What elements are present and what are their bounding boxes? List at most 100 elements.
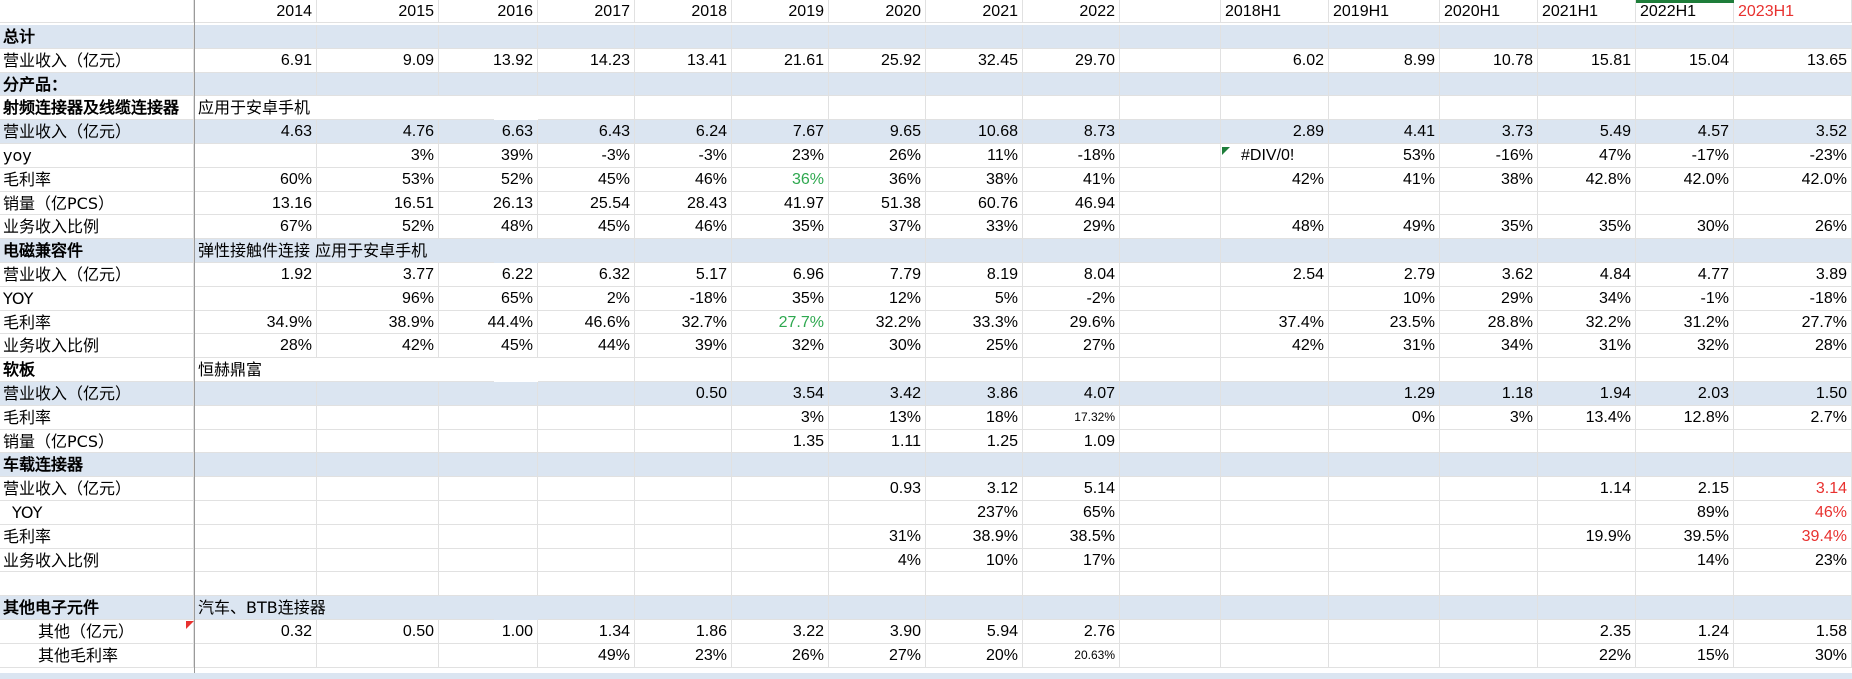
gap-cell[interactable] <box>1120 25 1221 49</box>
data-cell-2016[interactable]: 45% <box>439 334 538 359</box>
data-cell-2020H1[interactable]: 10.78 <box>1440 48 1538 73</box>
data-cell-2015[interactable] <box>317 524 439 549</box>
data-cell-2017[interactable]: 1.34 <box>538 620 635 644</box>
data-cell-2021H1[interactable] <box>1538 191 1636 216</box>
row-label-cell[interactable]: 总计 <box>0 25 194 49</box>
data-cell-2021[interactable] <box>926 358 1023 382</box>
data-cell-2022H1[interactable] <box>1636 25 1734 49</box>
data-cell-2019H1[interactable] <box>1329 524 1440 549</box>
data-cell-2018[interactable]: 28.43 <box>635 191 732 216</box>
data-cell-2018H1[interactable] <box>1221 596 1329 620</box>
data-cell-2017[interactable]: 2% <box>538 286 635 311</box>
data-cell-2015[interactable] <box>317 572 439 597</box>
data-cell-2018[interactable] <box>635 453 732 478</box>
row-label-cell[interactable]: 其他毛利率 <box>0 643 194 668</box>
row-label-cell[interactable]: 毛利率 <box>0 405 194 430</box>
data-cell-2021[interactable]: 60.76 <box>926 191 1023 216</box>
data-cell-2014[interactable]: 67% <box>194 215 317 240</box>
data-cell-2020[interactable] <box>829 96 926 121</box>
data-cell-2022H1[interactable]: -17% <box>1636 144 1734 168</box>
data-cell-2018[interactable] <box>635 239 732 263</box>
data-cell-2021[interactable]: 38% <box>926 167 1023 192</box>
data-cell-2019[interactable]: 35% <box>732 286 829 311</box>
data-cell-2014[interactable] <box>194 382 317 406</box>
gap-cell[interactable] <box>1120 572 1221 597</box>
data-cell-2019H1[interactable] <box>1329 25 1440 49</box>
gap-cell[interactable] <box>1120 643 1221 668</box>
data-cell-2015[interactable] <box>317 429 439 454</box>
data-cell-2023H1[interactable]: 39.4% <box>1734 524 1852 549</box>
data-cell-2017[interactable] <box>538 239 635 263</box>
data-cell-2020[interactable]: 26% <box>829 144 926 168</box>
data-cell-2015[interactable]: 42% <box>317 334 439 359</box>
data-cell-2018H1[interactable] <box>1221 524 1329 549</box>
header-half-2022H1[interactable]: 2022H1 <box>1636 0 1734 23</box>
data-cell-2020[interactable]: 27% <box>829 643 926 668</box>
gap-cell[interactable] <box>1120 405 1221 430</box>
data-cell-2014[interactable] <box>194 643 317 668</box>
data-cell-2021H1[interactable]: 34% <box>1538 286 1636 311</box>
data-cell-2021H1[interactable]: 22% <box>1538 643 1636 668</box>
data-cell-2018H1[interactable]: #DIV/0! <box>1221 144 1329 168</box>
data-cell-2021[interactable]: 25% <box>926 334 1023 359</box>
data-cell-2018[interactable]: 46% <box>635 215 732 240</box>
data-cell-2017[interactable]: 46.6% <box>538 310 635 335</box>
data-cell-2015[interactable]: 3.77 <box>317 263 439 287</box>
data-cell-2020[interactable] <box>829 501 926 525</box>
data-cell-2022[interactable]: 8.04 <box>1023 263 1120 287</box>
data-cell-2020H1[interactable] <box>1440 477 1538 501</box>
data-cell-2023H1[interactable]: 42.0% <box>1734 167 1852 192</box>
data-cell-2022[interactable]: 17% <box>1023 548 1120 573</box>
row-label-cell[interactable]: 其他（亿元） <box>0 620 194 644</box>
header-year-2014[interactable]: 2014 <box>194 0 317 23</box>
data-cell-2019[interactable] <box>732 501 829 525</box>
data-cell-2022[interactable]: 38.5% <box>1023 524 1120 549</box>
data-cell-2021[interactable]: 33% <box>926 215 1023 240</box>
row-label-cell[interactable]: 分产品： <box>0 72 194 97</box>
data-cell-2022[interactable]: 41% <box>1023 167 1120 192</box>
header-year-2016[interactable]: 2016 <box>439 0 538 23</box>
data-cell-2021[interactable]: 5% <box>926 286 1023 311</box>
data-cell-2019H1[interactable] <box>1329 620 1440 644</box>
data-cell-2022[interactable] <box>1023 239 1120 263</box>
data-cell-2020H1[interactable]: 34% <box>1440 334 1538 359</box>
data-cell-2022[interactable] <box>1023 25 1120 49</box>
data-cell-2019H1[interactable]: 49% <box>1329 215 1440 240</box>
header-half-2020H1[interactable]: 2020H1 <box>1440 0 1538 23</box>
data-cell-2019[interactable]: 41.97 <box>732 191 829 216</box>
data-cell-2020[interactable]: 31% <box>829 524 926 549</box>
data-cell-2022H1[interactable] <box>1636 239 1734 263</box>
row-label-cell[interactable]: 销量（亿PCS） <box>0 191 194 216</box>
gap-cell[interactable] <box>1120 501 1221 525</box>
data-cell-2022[interactable]: 29% <box>1023 215 1120 240</box>
data-cell-2018[interactable] <box>635 429 732 454</box>
data-cell-2023H1[interactable] <box>1734 25 1852 49</box>
data-cell-2018[interactable] <box>635 548 732 573</box>
data-cell-2019H1[interactable] <box>1329 239 1440 263</box>
data-cell-2018H1[interactable] <box>1221 405 1329 430</box>
gap-cell[interactable] <box>1120 167 1221 192</box>
data-cell-2015[interactable] <box>317 405 439 430</box>
row-label-cell[interactable]: 业务收入比例 <box>0 215 194 240</box>
data-cell-2020[interactable]: 4% <box>829 548 926 573</box>
data-cell-2021H1[interactable]: 4.84 <box>1538 263 1636 287</box>
data-cell-2014[interactable] <box>194 572 317 597</box>
data-cell-2018H1[interactable]: 48% <box>1221 215 1329 240</box>
data-cell-2021[interactable]: 32.45 <box>926 48 1023 73</box>
data-cell-2022[interactable]: 2.76 <box>1023 620 1120 644</box>
gap-cell[interactable] <box>1120 72 1221 97</box>
data-cell-2020[interactable] <box>829 572 926 597</box>
data-cell-2014[interactable]: 13.16 <box>194 191 317 216</box>
data-cell-2022H1[interactable]: 30% <box>1636 215 1734 240</box>
data-cell-2022H1[interactable]: -1% <box>1636 286 1734 311</box>
data-cell-2022H1[interactable] <box>1636 358 1734 382</box>
data-cell-2021H1[interactable]: 13.4% <box>1538 405 1636 430</box>
data-cell-2019H1[interactable] <box>1329 429 1440 454</box>
data-cell-2021H1[interactable] <box>1538 548 1636 573</box>
data-cell-2023H1[interactable]: 27.7% <box>1734 310 1852 335</box>
data-cell-2016[interactable] <box>439 477 538 501</box>
data-cell-2017[interactable] <box>538 453 635 478</box>
data-cell-2018H1[interactable] <box>1221 501 1329 525</box>
data-cell-2017[interactable] <box>538 572 635 597</box>
data-cell-2021[interactable]: 8.19 <box>926 263 1023 287</box>
